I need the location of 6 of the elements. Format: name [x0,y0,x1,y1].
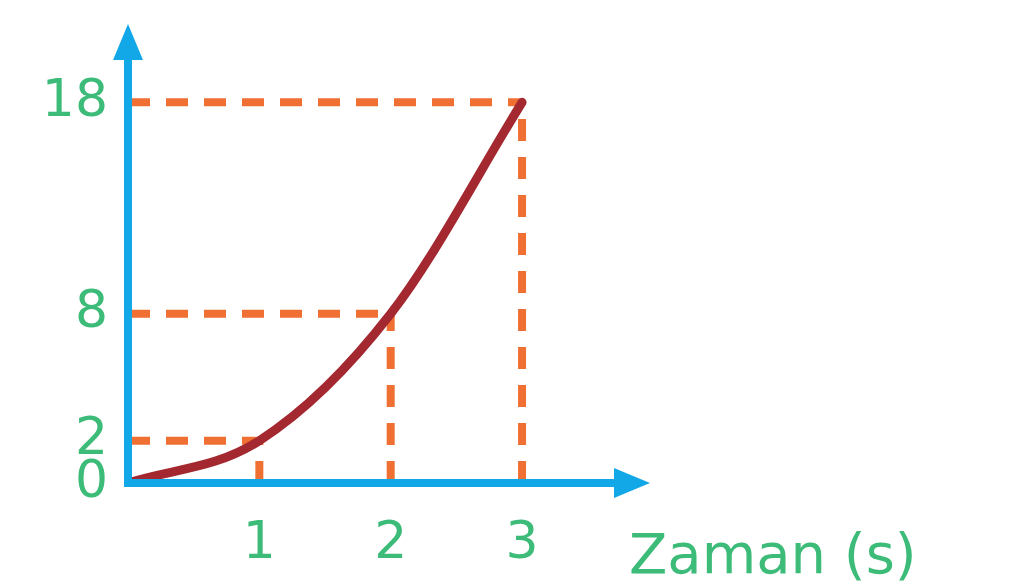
x-tick-label: 2 [374,509,408,570]
y-tick-label: 8 [74,279,108,340]
x-tick-label: 3 [505,509,539,570]
x-tick-label: 1 [242,509,276,570]
x-axis-title: Zaman (s) [629,521,917,585]
y-tick-label: 18 [41,67,108,128]
